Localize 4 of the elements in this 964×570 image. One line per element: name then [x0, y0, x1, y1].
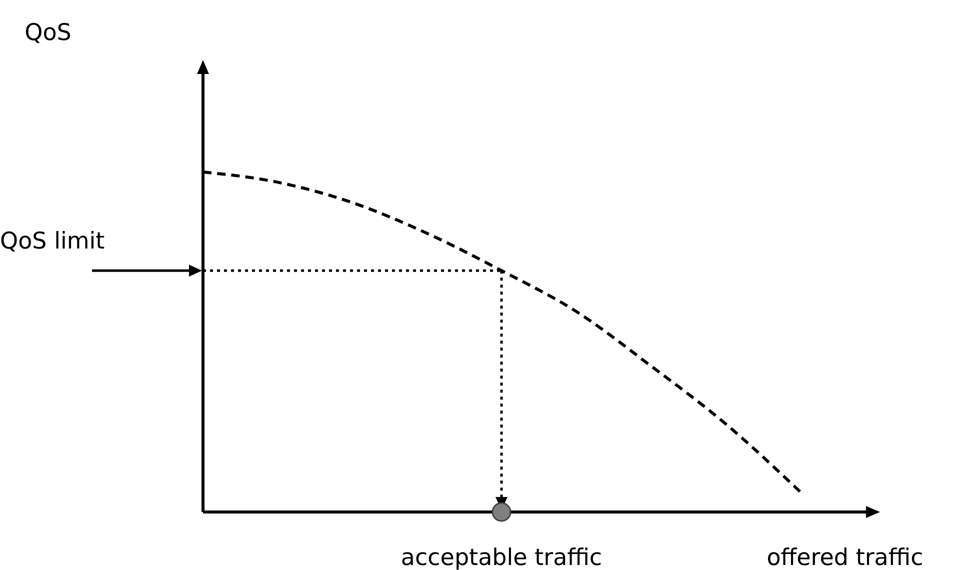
ref-line-label: QoS limit	[0, 228, 105, 255]
x-axis-title: offered traffic	[766, 545, 924, 570]
text: QoS	[24, 20, 72, 46]
text: acceptable traffic	[400, 545, 602, 570]
